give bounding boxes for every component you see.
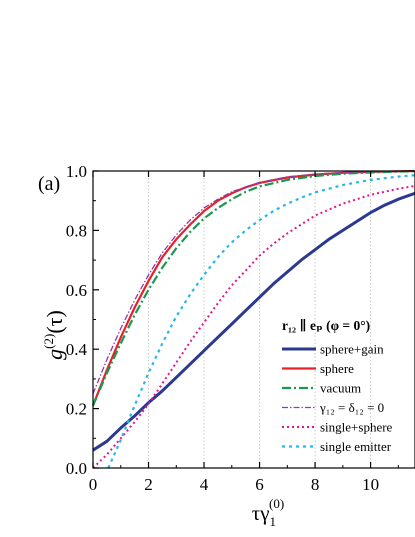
x-tick-label: 2 (144, 475, 153, 494)
legend-header: r₁₂ ∥ eₚ (φ = 0°) (282, 318, 370, 333)
x-axis-title-sub: 1 (270, 514, 277, 529)
y-axis-title-sup: (2) (41, 334, 56, 349)
y-tick-label: 0.4 (66, 340, 88, 359)
y-tick-label: 1.0 (66, 162, 87, 181)
y-tick-label: 0.8 (66, 221, 87, 240)
legend-label-5: single emitter (320, 439, 392, 454)
x-tick-label: 0 (89, 475, 98, 494)
series-line-4 (92, 184, 415, 469)
x-axis-title: τγ1 (0) (252, 496, 284, 529)
series-line-5 (107, 174, 415, 469)
x-tick-label: 4 (200, 475, 209, 494)
legend-label-4: single+sphere (320, 420, 393, 435)
series-lines (91, 169, 415, 469)
y-axis-title-arg: (τ) (42, 310, 67, 334)
x-axis-title-main: τγ (252, 501, 270, 525)
legend-label-0: sphere+gain (320, 342, 384, 357)
x-tick-label: 10 (362, 475, 379, 494)
legend-label-3: γ₁₂ = δ₁₂ = 0 (319, 400, 384, 415)
y-axis-title: g(2)(τ) (41, 310, 67, 360)
legend-label-1: sphere (320, 361, 354, 376)
series-line-0 (92, 191, 415, 452)
x-tick-label: 8 (311, 475, 320, 494)
legend: r₁₂ ∥ eₚ (φ = 0°) sphere+gain sphere vacuu… (282, 318, 393, 454)
panel-label: (a) (38, 173, 60, 195)
y-tick-label: 0.0 (66, 459, 87, 478)
y-tick-label: 0.6 (66, 281, 87, 300)
series-line-1 (91, 169, 415, 407)
series-line-3 (92, 170, 415, 395)
legend-label-2: vacuum (320, 381, 361, 396)
y-axis-title-main: g (42, 349, 67, 360)
y-tick-label: 0.2 (66, 400, 87, 419)
x-axis-title-sup: (0) (269, 496, 284, 511)
x-tick-label: 6 (255, 475, 264, 494)
axis-ticks: 0 2 4 6 8 10 0.0 0.2 0.4 0.6 0.8 1.0 (66, 162, 399, 494)
